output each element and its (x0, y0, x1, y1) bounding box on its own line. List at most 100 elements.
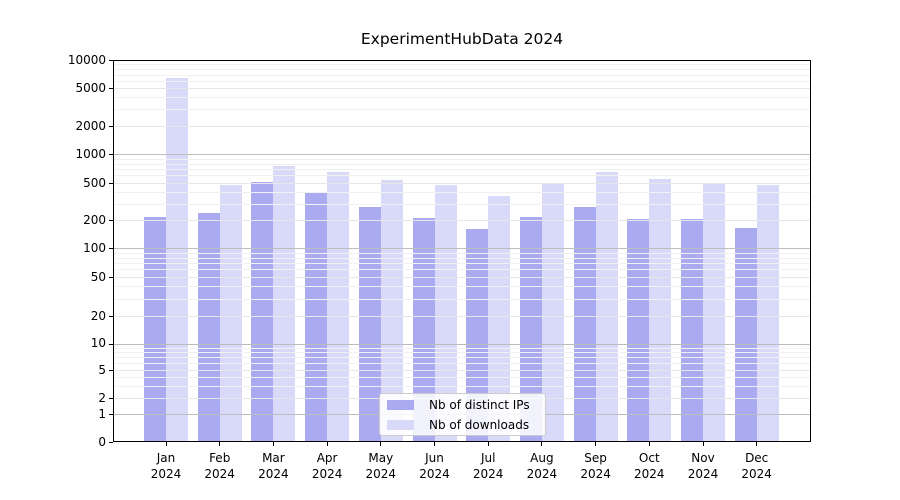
gridline (113, 370, 811, 371)
x-tick (487, 442, 489, 446)
y-tick (109, 183, 113, 184)
bar-downloads-jul (488, 195, 511, 442)
bar-downloads-oct (649, 179, 672, 442)
y-tick (109, 316, 113, 317)
bar-downloads-mar (273, 165, 296, 442)
x-tick (648, 442, 650, 446)
gridline-minor (113, 192, 811, 193)
bar-downloads-jan (166, 77, 188, 442)
x-tick-label: Jul 2024 (461, 451, 515, 482)
gridline (113, 88, 811, 90)
legend-label-downloads: Nb of downloads (429, 417, 530, 432)
x-tick-label: May 2024 (354, 451, 408, 482)
gridline-minor (113, 74, 811, 76)
x-tick (541, 442, 543, 446)
gridline-minor (113, 347, 811, 349)
x-tick-year: 2024 (741, 466, 772, 481)
legend: Nb of distinct IPs Nb of downloads (379, 393, 546, 436)
y-tick (109, 88, 113, 89)
x-tick-label: Oct 2024 (622, 451, 676, 482)
bar-downloads-apr (327, 172, 350, 442)
y-tick-label: 0 (98, 434, 106, 449)
x-tick-month: May (368, 451, 394, 465)
gridline (113, 277, 811, 278)
gridline-minor (113, 286, 811, 288)
x-tick-year: 2024 (204, 466, 235, 481)
x-tick-year: 2024 (687, 466, 719, 481)
y-tick (109, 154, 113, 155)
axes-spines (113, 60, 811, 442)
x-tick-month: Mar (262, 451, 285, 465)
x-tick-label: Aug 2024 (515, 451, 569, 482)
x-tick-month: Feb (209, 451, 231, 465)
x-tick-month: Aug (530, 451, 554, 465)
y-tick (109, 414, 113, 415)
y-tick (109, 220, 113, 221)
x-tick-month: Sep (584, 451, 607, 465)
x-tick-year: 2024 (580, 466, 611, 481)
gridline-minor (113, 385, 811, 387)
x-tick-year: 2024 (311, 466, 343, 481)
y-tick (109, 248, 113, 249)
gridline (113, 220, 811, 221)
x-tick-year: 2024 (526, 466, 558, 481)
gridline-minor (113, 352, 811, 354)
y-tick (109, 60, 113, 61)
gridline-minor (113, 363, 811, 365)
y-tick-label: 500 (83, 175, 106, 190)
y-tick-label: 50 (90, 269, 106, 284)
x-tick-year: 2024 (365, 466, 397, 481)
x-tick-year: 2024 (472, 466, 504, 481)
gridline-minor (113, 64, 811, 66)
gridline (113, 126, 811, 127)
x-tick-year: 2024 (419, 466, 450, 481)
gridline-minor (113, 252, 811, 254)
x-tick-month: Nov (691, 451, 715, 465)
y-tick-label: 2000 (75, 118, 106, 133)
bar-distinct-ips-feb (197, 213, 220, 442)
chart-title: ExperimentHubData 2024 (360, 30, 564, 48)
legend-swatch-downloads (387, 419, 414, 430)
y-tick (109, 370, 113, 371)
y-tick-label: 2 (98, 390, 106, 405)
gridline-minor (113, 97, 811, 99)
y-tick (109, 442, 113, 443)
bar-distinct-ips-sep (573, 207, 596, 442)
x-tick (219, 442, 221, 446)
x-tick-month: Apr (316, 451, 338, 465)
bar-downloads-dec (756, 185, 779, 442)
legend-item-downloads: Nb of downloads (387, 416, 545, 434)
x-tick-label: Nov 2024 (676, 451, 730, 482)
x-tick (434, 442, 435, 446)
x-tick (326, 442, 328, 446)
gridline-major (113, 154, 811, 156)
legend-item-distinct-ips: Nb of distinct IPs (387, 396, 545, 414)
x-tick-year: 2024 (258, 466, 289, 481)
gridline-major (113, 343, 811, 345)
x-tick-label: Dec 2024 (730, 451, 784, 482)
x-tick-label: Sep 2024 (569, 451, 623, 482)
gridline-minor (113, 175, 811, 177)
gridline-minor (113, 263, 811, 265)
y-tick-label: 10 (90, 336, 106, 350)
x-tick (702, 442, 704, 446)
y-tick-label: 10000 (67, 52, 106, 67)
gridline-minor (113, 158, 811, 160)
bar-distinct-ips-jul (466, 229, 489, 442)
x-tick-year: 2024 (150, 466, 182, 481)
x-tick-month: Jun (425, 451, 444, 465)
gridline-minor (113, 257, 811, 259)
bar-downloads-may (380, 179, 403, 442)
gridline-minor (113, 298, 811, 300)
x-tick (272, 442, 274, 446)
y-tick-label: 5 (98, 362, 106, 377)
x-tick-label: Feb 2024 (193, 451, 247, 482)
x-tick-label: Jun 2024 (408, 451, 462, 482)
y-tick-label: 5000 (75, 80, 106, 95)
y-tick-label: 200 (83, 212, 106, 227)
x-tick-month: Jan (156, 451, 176, 465)
gridline-minor (113, 163, 811, 165)
gridline (113, 183, 811, 184)
x-tick (595, 442, 597, 446)
